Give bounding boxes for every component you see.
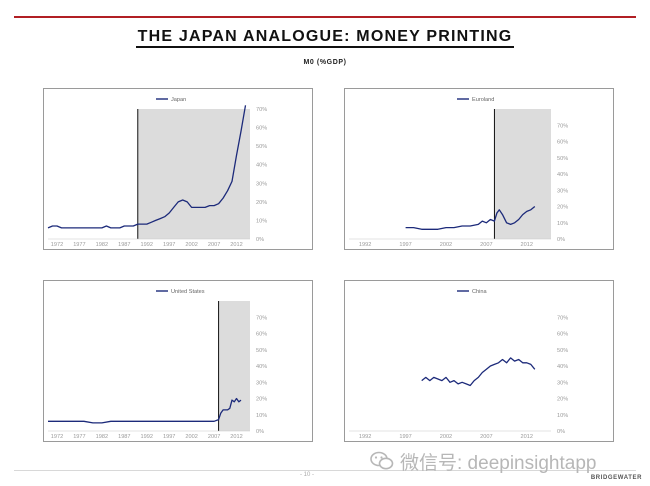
company-logo: BRIDGEWATER	[590, 475, 642, 481]
chart-china: 0% 10% 20% 30% 40% 50% 60% 70% 1992 1997 2002 2007 2…	[349, 289, 568, 440]
chart-euroland: 0% 10% 20% 30% 40% 50% 60% 70% 1992 1997 2002 2007 2…	[349, 97, 568, 248]
x-tick-label: 1992	[141, 242, 153, 248]
slide-subtitle: M0 (%GDP)	[303, 59, 347, 66]
series-line	[47, 105, 247, 229]
wechat-icon	[370, 451, 394, 470]
x-tick-label: 2012	[230, 434, 242, 440]
y-tick-label: 30%	[557, 380, 568, 386]
chart-panel-japan: 0% 10% 20% 30% 40% 50% 60% 70% 1972 1977 1982 1987 1…	[43, 88, 313, 250]
x-tick-label: 1997	[399, 434, 411, 440]
legend-label: Euroland	[472, 97, 494, 103]
series-line	[421, 357, 536, 387]
x-tick-label: 1977	[73, 434, 85, 440]
y-tick-label: 70%	[256, 315, 267, 321]
legend-label: Japan	[171, 97, 186, 103]
y-tick-label: 60%	[557, 140, 568, 146]
y-tick-label: 30%	[256, 380, 267, 386]
x-tick-label: 1997	[163, 434, 175, 440]
y-tick-label: 20%	[557, 205, 568, 211]
x-tick-label: 1977	[73, 242, 85, 248]
y-tick-label: 70%	[557, 123, 568, 129]
y-tick-label: 40%	[256, 364, 267, 370]
y-tick-label: 70%	[256, 107, 267, 113]
x-tick-label: 1972	[51, 434, 63, 440]
x-tick-label: 1992	[141, 434, 153, 440]
x-tick-label: 2012	[230, 242, 242, 248]
watermark-text: 微信号: deepinsightapp	[400, 452, 597, 474]
y-tick-label: 10%	[256, 413, 267, 419]
x-tick-label: 2007	[208, 242, 220, 248]
x-tick-label: 2002	[440, 434, 452, 440]
y-tick-label: 60%	[256, 332, 267, 338]
x-tick-label: 2012	[521, 434, 533, 440]
y-tick-label: 50%	[557, 156, 568, 162]
x-tick-label: 1972	[51, 242, 63, 248]
y-tick-label: 50%	[256, 144, 267, 150]
y-tick-label: 40%	[256, 163, 267, 169]
x-tick-label: 1982	[96, 242, 108, 248]
x-tick-label: 2012	[521, 242, 533, 248]
x-tick-label: 1987	[118, 242, 130, 248]
slide-title: THE JAPAN ANALOGUE: MONEY PRINTING	[0, 28, 650, 48]
y-tick-label: 0%	[557, 237, 565, 243]
chart-panel-united-states: 0% 10% 20% 30% 40% 50% 60% 70% 1972 1977 1982 1987 1…	[43, 280, 313, 442]
x-tick-label: 2007	[480, 242, 492, 248]
bottom-rule	[14, 470, 636, 471]
x-tick-label: 1997	[399, 242, 411, 248]
y-tick-label: 10%	[256, 218, 267, 224]
y-tick-label: 60%	[256, 126, 267, 132]
y-tick-label: 50%	[557, 348, 568, 354]
x-tick-label: 1992	[359, 434, 371, 440]
y-tick-label: 20%	[256, 397, 267, 403]
shaded-region	[494, 109, 551, 239]
x-tick-label: 1982	[96, 434, 108, 440]
chart-japan: 0% 10% 20% 30% 40% 50% 60% 70% 1972 1977 1982 1987 1…	[47, 97, 267, 248]
x-tick-label: 2007	[480, 434, 492, 440]
legend-label: United States	[171, 289, 205, 295]
y-tick-label: 70%	[557, 315, 568, 321]
x-tick-label: 1997	[163, 242, 175, 248]
y-tick-label: 20%	[256, 200, 267, 206]
x-tick-label: 2002	[185, 242, 197, 248]
legend-label: China	[472, 289, 488, 295]
shaded-region	[218, 301, 250, 431]
y-tick-label: 10%	[557, 413, 568, 419]
y-tick-label: 50%	[256, 348, 267, 354]
wechat-watermark: 微信号: deepinsightapp	[370, 448, 642, 474]
y-tick-label: 30%	[557, 188, 568, 194]
x-tick-label: 2002	[440, 242, 452, 248]
top-red-rule	[14, 16, 636, 18]
y-tick-label: 60%	[557, 332, 568, 338]
y-tick-label: 0%	[557, 429, 565, 435]
y-tick-label: 40%	[557, 172, 568, 178]
x-tick-label: 1992	[359, 242, 371, 248]
series-line	[405, 205, 536, 230]
y-tick-label: 20%	[557, 397, 568, 403]
y-tick-label: 0%	[256, 429, 264, 435]
y-tick-label: 0%	[256, 237, 264, 243]
series-line	[48, 397, 242, 424]
x-tick-label: 1987	[118, 434, 130, 440]
chart-panel-china: 0% 10% 20% 30% 40% 50% 60% 70% 1992 1997 2002 2007 2…	[344, 280, 614, 442]
y-tick-label: 30%	[256, 181, 267, 187]
x-tick-label: 2002	[185, 434, 197, 440]
y-tick-label: 10%	[557, 221, 568, 227]
chart-panel-euroland: 0% 10% 20% 30% 40% 50% 60% 70% 1992 1997 2002 2007 2…	[344, 88, 614, 250]
y-tick-label: 40%	[557, 364, 568, 370]
shaded-region	[137, 109, 250, 239]
chart-united-states: 0% 10% 20% 30% 40% 50% 60% 70% 1972 1977 1982 1987 1…	[48, 289, 267, 440]
page-number: - 10 -	[300, 472, 315, 478]
x-tick-label: 2007	[208, 434, 220, 440]
